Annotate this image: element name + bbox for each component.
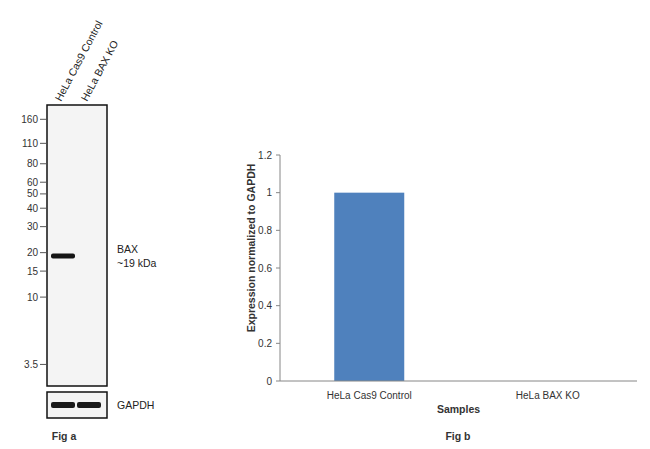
marker-label: 15	[27, 266, 39, 277]
blot-membrane	[47, 105, 107, 386]
lane-label: HeLa BAX KO	[78, 38, 120, 103]
x-axis-title: Samples	[437, 403, 480, 415]
marker-tick	[40, 208, 46, 209]
marker-label: 40	[27, 203, 39, 214]
y-tick-label: 1	[266, 187, 272, 198]
y-tick	[276, 305, 280, 306]
band-label: BAX	[117, 243, 138, 255]
marker-label: 30	[27, 221, 39, 232]
y-tick	[276, 155, 280, 156]
marker-tick	[40, 193, 46, 194]
marker-tick	[40, 119, 46, 120]
figure: HeLa Cas9 ControlHeLa BAX KO160110806050…	[0, 0, 650, 449]
x-tick-label: HeLa BAX KO	[516, 390, 580, 401]
marker-label: 60	[27, 177, 39, 188]
marker-tick	[40, 252, 46, 253]
gapdh-band	[51, 402, 75, 408]
band-size-label: ~19 kDa	[117, 257, 157, 269]
marker-tick	[40, 143, 46, 144]
y-tick	[276, 230, 280, 231]
gapdh-band	[77, 402, 101, 408]
loading-control-label: GAPDH	[117, 399, 154, 411]
marker-tick	[40, 182, 46, 183]
y-tick	[276, 268, 280, 269]
bars	[334, 193, 404, 381]
y-tick	[276, 343, 280, 344]
marker-label: 3.5	[24, 359, 38, 370]
caption: Fig a	[52, 430, 77, 442]
marker-tick	[40, 163, 46, 164]
marker-label: 160	[21, 114, 38, 125]
y-tick-label: 0.2	[258, 338, 272, 349]
x-tick-label: HeLa Cas9 Control	[327, 390, 412, 401]
marker-tick	[40, 364, 46, 365]
marker-label: 80	[27, 158, 39, 169]
marker-tick	[40, 297, 46, 298]
y-axis-title: Expression normalized to GAPDH	[245, 164, 257, 333]
marker-label: 20	[27, 247, 39, 258]
y-tick-label: 0.8	[258, 225, 272, 236]
x-axis	[280, 381, 637, 382]
marker-label: 50	[27, 188, 39, 199]
y-tick-label: 0	[266, 376, 272, 387]
marker-tick	[40, 271, 46, 272]
loading-control-panel	[47, 392, 107, 418]
y-tick-label: 1.2	[258, 150, 272, 161]
y-tick-label: 0.6	[258, 263, 272, 274]
y-tick	[276, 192, 280, 193]
bax-band	[51, 253, 75, 258]
bar	[334, 193, 404, 381]
y-tick	[276, 381, 280, 382]
marker-label: 10	[27, 292, 39, 303]
caption: Fig b	[445, 430, 470, 442]
marker-label: 110	[22, 138, 38, 149]
y-tick-label: 0.4	[258, 300, 272, 311]
marker-tick	[40, 226, 46, 227]
